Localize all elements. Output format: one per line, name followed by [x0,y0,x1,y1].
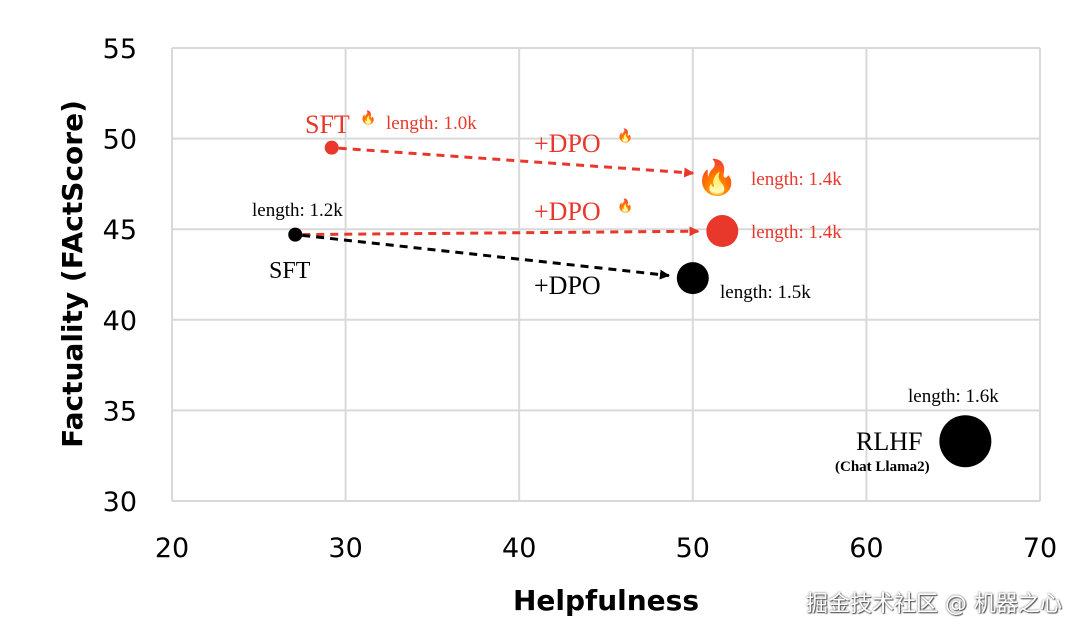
fire-icon: 🔥 [617,198,633,213]
data-point-sft [288,227,303,242]
y-tick-label: 35 [103,396,137,427]
x-tick-label: 70 [1023,533,1057,564]
length-label: length: 1.4k [751,222,842,243]
point-label: RLHF [856,427,922,456]
point-label: +DPO [534,271,601,300]
length-label: length: 1.2k [252,200,343,221]
y-axis-label: Factuality (FActScore) [56,100,89,448]
data-point-sft-fire [324,140,339,155]
x-tick-label: 40 [502,533,536,564]
x-axis-label: Helpfulness [513,584,699,617]
point-sublabel: (Chat Llama2) [835,459,930,475]
y-tick-label: 50 [103,125,137,156]
fire-icon: 🔥 [617,128,633,143]
data-point-dpo-fire-from-sft [706,215,739,248]
watermark: 掘金技术社区 @ 机器之心 [806,592,1062,617]
length-label: length: 1.4k [751,169,842,190]
x-tick-label: 50 [676,533,710,564]
y-tick-label: 30 [103,487,137,518]
x-tick-label: 20 [155,533,189,564]
x-tick-label: 30 [328,533,362,564]
x-tick-label: 60 [849,533,883,564]
arrow-sft-to-dpo-fire-from-sft [302,226,700,237]
fire-icon: 🔥 [696,158,738,197]
y-tick-label: 40 [103,306,137,337]
point-label: +DPO [534,129,601,158]
fire-icon: 🔥 [360,110,376,125]
point-label: +DPO [534,197,601,226]
y-tick-label: 45 [103,215,137,246]
data-point-rlhf [939,415,992,468]
length-label: length: 1.5k [720,282,811,303]
data-point-dpo [676,262,709,295]
y-tick-label: 55 [103,34,137,65]
point-label: SFT [305,110,350,139]
length-label: length: 1.6k [908,386,999,407]
length-label: length: 1.0k [386,113,477,134]
arrow-sft-fire-to-dpo-fire-from-fire [338,146,695,178]
arrow-sft-to-dpo [302,233,670,280]
point-label: SFT [269,258,311,284]
